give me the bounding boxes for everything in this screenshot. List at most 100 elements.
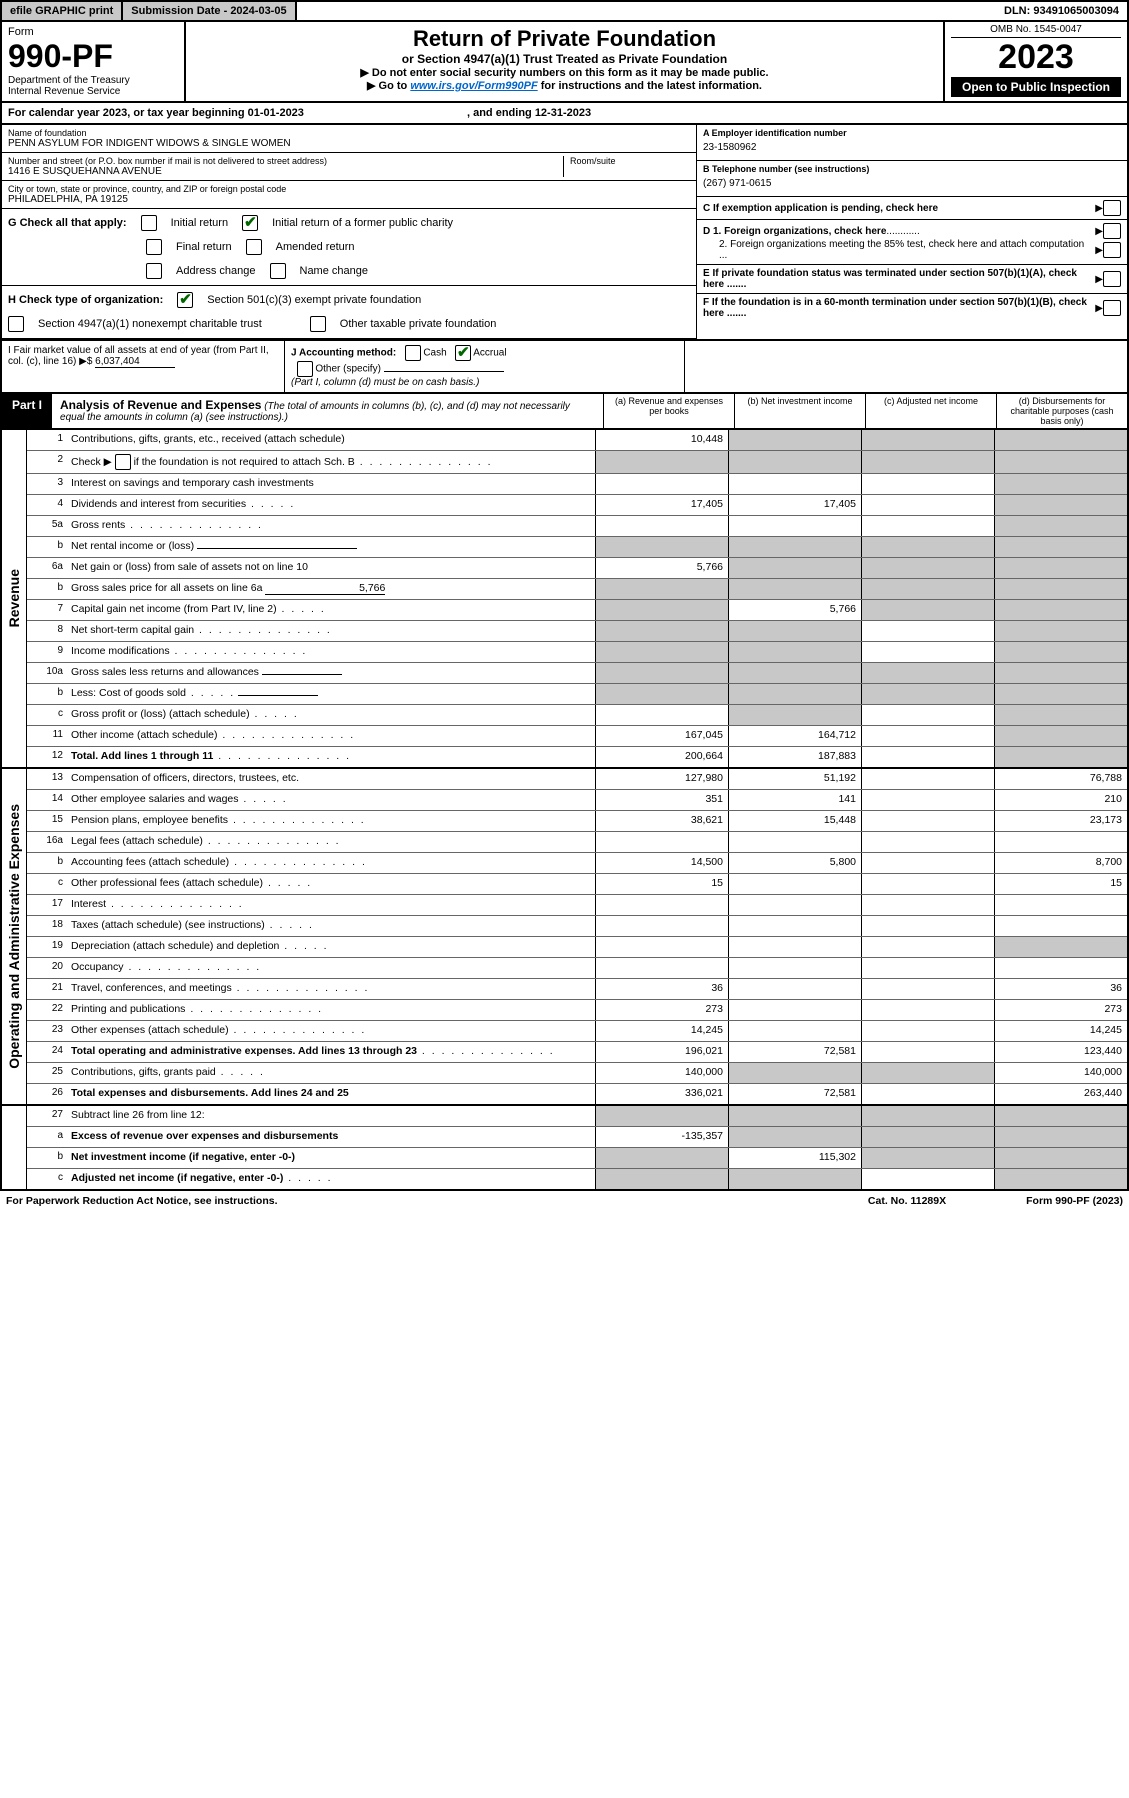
j-note: (Part I, column (d) must be on cash basi… bbox=[291, 377, 479, 388]
irs: Internal Revenue Service bbox=[8, 86, 178, 97]
footer-right: Form 990-PF (2023) bbox=[1026, 1195, 1123, 1207]
efile-label: efile GRAPHIC print bbox=[2, 2, 123, 20]
name-change-chk[interactable] bbox=[270, 263, 286, 279]
footer-mid: Cat. No. 11289X bbox=[868, 1195, 946, 1207]
form990pf-link[interactable]: www.irs.gov/Form990PF bbox=[410, 80, 537, 92]
revenue-side-label: Revenue bbox=[2, 430, 27, 767]
d2: 2. Foreign organizations meeting the 85%… bbox=[703, 239, 1095, 261]
h-label: H Check type of organization: bbox=[8, 294, 163, 306]
city: PHILADELPHIA, PA 19125 bbox=[8, 194, 690, 205]
h-other-chk[interactable] bbox=[310, 316, 326, 332]
g-amended: Amended return bbox=[276, 241, 355, 253]
e-label: E If private foundation status was termi… bbox=[703, 268, 1077, 290]
j-other-chk[interactable] bbox=[297, 361, 313, 377]
g-initial-former: Initial return of a former public charit… bbox=[272, 217, 453, 229]
form-number: 990-PF bbox=[8, 38, 178, 75]
h-501-chk[interactable] bbox=[177, 292, 193, 308]
j-accrual-chk[interactable] bbox=[455, 345, 471, 361]
name-label: Name of foundation bbox=[8, 128, 690, 138]
g-initial: Initial return bbox=[171, 217, 228, 229]
schb-chk[interactable] bbox=[115, 454, 131, 470]
goto-pre: ▶ Go to bbox=[367, 80, 410, 92]
tax-year: 2023 bbox=[951, 38, 1121, 77]
goto-post: for instructions and the latest informat… bbox=[538, 80, 762, 92]
c-label: C If exemption application is pending, c… bbox=[703, 203, 938, 214]
part1-title: Analysis of Revenue and Expenses bbox=[60, 398, 261, 412]
part1-desc: Analysis of Revenue and Expenses (The to… bbox=[52, 394, 603, 428]
f-label: F If the foundation is in a 60-month ter… bbox=[703, 297, 1087, 319]
g-addr: Address change bbox=[176, 265, 256, 277]
revenue-rows: 1Contributions, gifts, grants, etc., rec… bbox=[27, 430, 1127, 767]
phone-cell: B Telephone number (see instructions) (2… bbox=[697, 161, 1127, 197]
h-other: Other taxable private foundation bbox=[340, 318, 497, 330]
initial-former-chk[interactable] bbox=[242, 215, 258, 231]
ein-cell: A Employer identification number 23-1580… bbox=[697, 125, 1127, 161]
dln: DLN: 93491065003094 bbox=[996, 2, 1127, 20]
f-chk[interactable] bbox=[1103, 300, 1121, 316]
col-d-header: (d) Disbursements for charitable purpose… bbox=[996, 394, 1127, 428]
c-chk[interactable] bbox=[1103, 200, 1121, 216]
a-label: A Employer identification number bbox=[703, 128, 847, 138]
addr-label: Number and street (or P.O. box number if… bbox=[8, 156, 563, 166]
footer-left: For Paperwork Reduction Act Notice, see … bbox=[6, 1195, 278, 1207]
calendar-year-row: For calendar year 2023, or tax year begi… bbox=[0, 103, 1129, 125]
g-name: Name change bbox=[300, 265, 369, 277]
g-final: Final return bbox=[176, 241, 232, 253]
final-return-chk[interactable] bbox=[146, 239, 162, 255]
j-other-input[interactable] bbox=[384, 371, 504, 372]
j-accrual: Accrual bbox=[473, 348, 506, 359]
part1-label: Part I bbox=[2, 394, 52, 428]
city-label: City or town, state or province, country… bbox=[8, 184, 690, 194]
f-cell: F If the foundation is in a 60-month ter… bbox=[697, 294, 1127, 322]
initial-return-chk[interactable] bbox=[141, 215, 157, 231]
h-4947-chk[interactable] bbox=[8, 316, 24, 332]
d2-chk[interactable] bbox=[1103, 242, 1121, 258]
ein: 23-1580962 bbox=[703, 138, 1121, 157]
form-subtitle2a: ▶ Do not enter social security numbers o… bbox=[190, 66, 939, 79]
expense-section: Operating and Administrative Expenses 13… bbox=[0, 769, 1129, 1106]
j-cell: J Accounting method: Cash Accrual Other … bbox=[285, 341, 685, 392]
room-label: Room/suite bbox=[570, 156, 690, 166]
info-grid: Name of foundation PENN ASYLUM FOR INDIG… bbox=[0, 125, 1129, 341]
d1: D 1. Foreign organizations, check here bbox=[703, 226, 886, 237]
expense-rows: 13Compensation of officers, directors, t… bbox=[27, 769, 1127, 1104]
d1-chk[interactable] bbox=[1103, 223, 1121, 239]
i-cell: I Fair market value of all assets at end… bbox=[2, 341, 285, 392]
dept: Department of the Treasury bbox=[8, 75, 178, 86]
phone: (267) 971-0615 bbox=[703, 174, 1121, 193]
g-check-row: G Check all that apply: Initial return I… bbox=[2, 209, 696, 286]
part1-header: Part I Analysis of Revenue and Expenses … bbox=[0, 394, 1129, 430]
j-cash-chk[interactable] bbox=[405, 345, 421, 361]
info-left: Name of foundation PENN ASYLUM FOR INDIG… bbox=[2, 125, 696, 339]
net-section: 27Subtract line 26 from line 12: aExcess… bbox=[0, 1106, 1129, 1191]
footer: For Paperwork Reduction Act Notice, see … bbox=[0, 1191, 1129, 1211]
city-cell: City or town, state or province, country… bbox=[2, 181, 696, 209]
form-label: Form bbox=[8, 26, 178, 38]
form-subtitle1: or Section 4947(a)(1) Trust Treated as P… bbox=[190, 52, 939, 66]
foundation-name-cell: Name of foundation PENN ASYLUM FOR INDIG… bbox=[2, 125, 696, 153]
i-value: 6,037,404 bbox=[95, 356, 175, 368]
submission-date: Submission Date - 2024-03-05 bbox=[123, 2, 296, 20]
form-container: efile GRAPHIC print Submission Date - 20… bbox=[0, 0, 1129, 1211]
net-rows: 27Subtract line 26 from line 12: aExcess… bbox=[27, 1106, 1127, 1189]
address-change-chk[interactable] bbox=[146, 263, 162, 279]
cal-b: , and ending 12-31-2023 bbox=[467, 107, 591, 119]
j-cash: Cash bbox=[423, 348, 446, 359]
form-subtitle2b: ▶ Go to www.irs.gov/Form990PF for instru… bbox=[190, 79, 939, 92]
cal-a: For calendar year 2023, or tax year begi… bbox=[8, 107, 304, 119]
e-chk[interactable] bbox=[1103, 271, 1121, 287]
h-501: Section 501(c)(3) exempt private foundat… bbox=[207, 294, 421, 306]
g-label: G Check all that apply: bbox=[8, 217, 127, 229]
header-center: Return of Private Foundation or Section … bbox=[186, 22, 943, 101]
expense-side-label: Operating and Administrative Expenses bbox=[2, 769, 27, 1104]
revenue-section: Revenue 1Contributions, gifts, grants, e… bbox=[0, 430, 1129, 769]
f-cell-dup bbox=[685, 341, 1127, 392]
address: 1416 E SUSQUEHANNA AVENUE bbox=[8, 166, 563, 177]
open-inspection: Open to Public Inspection bbox=[951, 77, 1121, 97]
j-label: J Accounting method: bbox=[291, 348, 396, 359]
j-other: Other (specify) bbox=[315, 364, 381, 375]
b-label: B Telephone number (see instructions) bbox=[703, 164, 869, 174]
c-cell: C If exemption application is pending, c… bbox=[697, 197, 1127, 220]
address-cell: Number and street (or P.O. box number if… bbox=[2, 153, 696, 181]
amended-return-chk[interactable] bbox=[246, 239, 262, 255]
